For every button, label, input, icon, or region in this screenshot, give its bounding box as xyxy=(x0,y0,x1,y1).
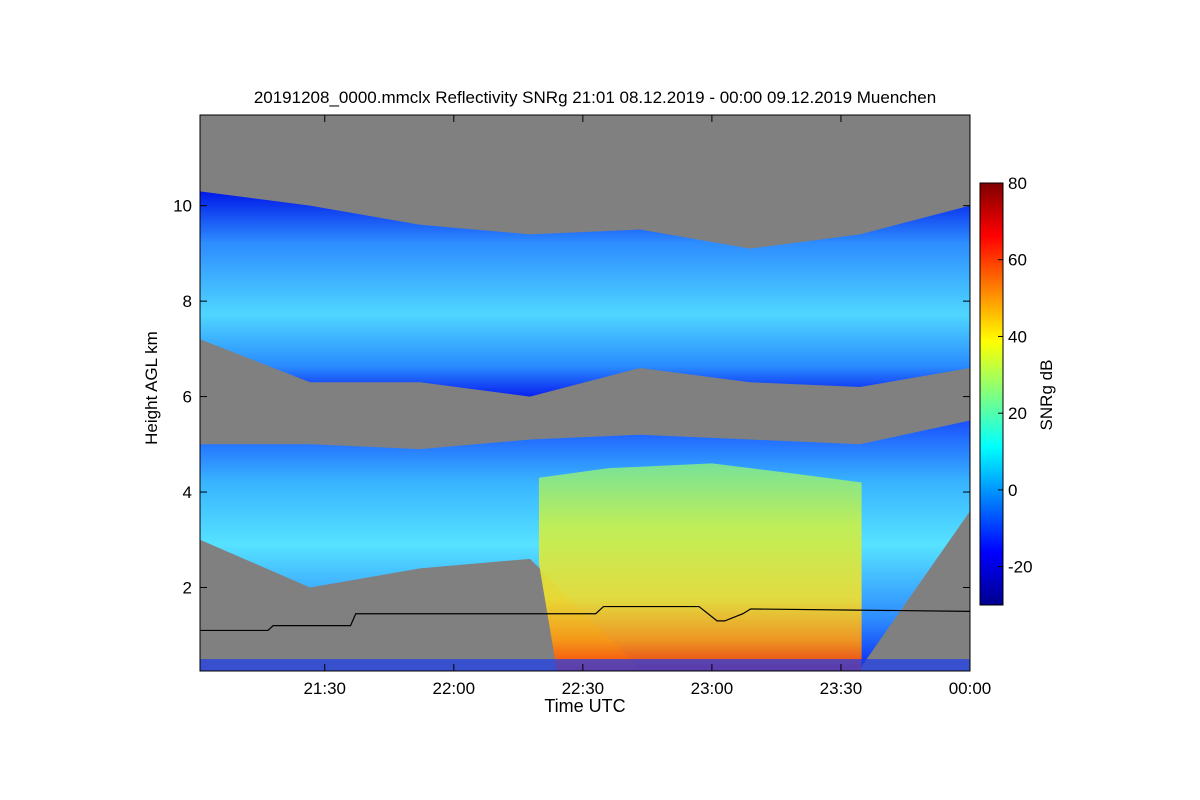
x-tick-label: 23:00 xyxy=(691,679,734,698)
y-tick-label: 8 xyxy=(183,292,192,311)
x-tick-label: 23:30 xyxy=(820,679,863,698)
plot-frame xyxy=(199,114,971,672)
colorbar-axis: -20 0 20 40 60 80 xyxy=(998,174,1033,577)
chart-title: 20191208_0000.mmclx Reflectivity SNRg 21… xyxy=(253,88,937,107)
precipitation-core xyxy=(538,463,862,671)
cloud-layer xyxy=(200,191,970,671)
colorbar-tick-label: 20 xyxy=(1008,404,1027,423)
ground-clutter-strip xyxy=(200,659,970,671)
x-axis: 21:30 22:00 22:30 23:00 23:30 00:00 xyxy=(303,115,991,698)
x-tick-label: 22:00 xyxy=(433,679,476,698)
y-tick-label: 6 xyxy=(183,388,192,407)
y-tick-label: 10 xyxy=(173,197,192,216)
x-tick-label: 21:30 xyxy=(303,679,346,698)
x-tick-label: 00:00 xyxy=(949,679,992,698)
upper-cloud-band xyxy=(200,191,970,397)
colorbar-tick-label: -20 xyxy=(1008,558,1033,577)
line-series-layer xyxy=(200,605,970,632)
y-tick-label: 2 xyxy=(183,578,192,597)
y-tick-label: 4 xyxy=(183,483,192,502)
colorbar-tick-label: 80 xyxy=(1008,174,1027,193)
colorbar-tick-label: 40 xyxy=(1008,327,1027,346)
colorbar xyxy=(979,182,1004,606)
y-axis: 2 4 6 8 10 xyxy=(173,197,970,597)
x-axis-title: Time UTC xyxy=(544,696,626,716)
boundary-line xyxy=(200,605,970,632)
x-tick-label: 22:30 xyxy=(562,679,605,698)
colorbar-tick-label: 60 xyxy=(1008,251,1027,270)
colorbar-tick-label: 0 xyxy=(1008,481,1017,500)
